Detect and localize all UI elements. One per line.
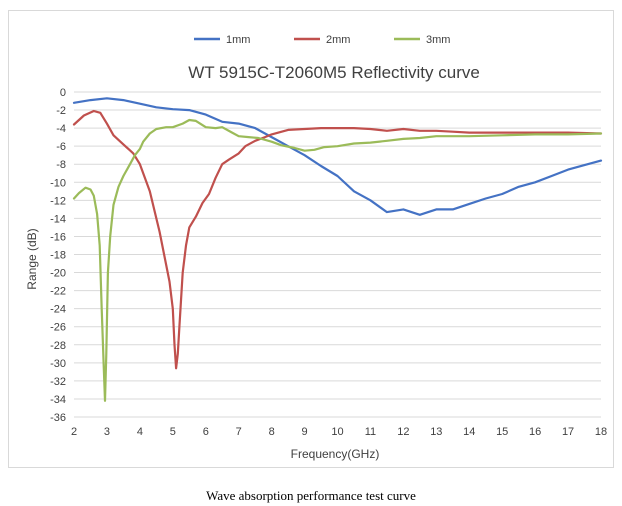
y-tick-label: -16 (50, 231, 66, 243)
x-tick-label: 14 (463, 426, 475, 438)
x-tick-label: 2 (71, 426, 77, 438)
y-axis-title: Range (dB) (25, 228, 39, 289)
y-tick-label: -22 (50, 286, 66, 298)
series-line-3mm (72, 118, 603, 402)
figure-caption: Wave absorption performance test curve (206, 488, 416, 503)
y-tick-label: -36 (50, 412, 66, 424)
x-tick-label: 9 (302, 426, 308, 438)
series-line-1mm (72, 97, 603, 216)
y-tick-labels: 0 -2 -4 -6 -8 -10 -12 -14 -16 -18 -20 -22 -24 -26 -28 -… (50, 87, 66, 424)
x-tick-label: 6 (203, 426, 209, 438)
x-tick-label: 5 (170, 426, 176, 438)
grid-lines (74, 91, 601, 418)
y-tick-label: -10 (50, 177, 66, 189)
y-tick-label: -2 (56, 105, 66, 117)
y-tick-label: -4 (56, 123, 66, 135)
x-tick-label: 17 (562, 426, 574, 438)
chart-frame: 1mm 2mm 3mm WT 5915C-T2060M5 Reflectivity … (8, 10, 614, 468)
legend-label-3mm: 3mm (426, 34, 450, 46)
y-tick-label: -6 (56, 141, 66, 153)
y-tick-label: -28 (50, 340, 66, 352)
x-tick-label: 8 (269, 426, 275, 438)
x-tick-label: 13 (430, 426, 442, 438)
y-tick-label: -14 (50, 213, 66, 225)
y-tick-label: -32 (50, 376, 66, 388)
chart-title: WT 5915C-T2060M5 Reflectivity curve (188, 63, 480, 82)
x-tick-label: 7 (236, 426, 242, 438)
series-line-2mm (72, 109, 603, 370)
y-tick-label: -34 (50, 394, 66, 406)
y-tick-label: -18 (50, 250, 66, 262)
x-tick-label: 11 (365, 426, 376, 438)
y-tick-label: -26 (50, 322, 66, 334)
x-tick-labels: 2 3 4 5 6 7 8 9 10 11 12 13 14 15 16 17 18 (71, 426, 607, 438)
y-tick-label: -12 (50, 195, 66, 207)
series-lines (72, 97, 603, 402)
reflectivity-chart: 1mm 2mm 3mm WT 5915C-T2060M5 Reflectivity … (25, 34, 607, 461)
x-tick-label: 18 (595, 426, 607, 438)
x-tick-label: 4 (137, 426, 143, 438)
x-tick-label: 12 (397, 426, 409, 438)
x-tick-label: 3 (104, 426, 110, 438)
legend-label-1mm: 1mm (226, 34, 250, 46)
x-tick-label: 10 (331, 426, 343, 438)
x-tick-label: 16 (529, 426, 541, 438)
y-tick-label: 0 (60, 87, 66, 99)
legend: 1mm 2mm 3mm (194, 34, 450, 46)
y-tick-label: -20 (50, 268, 66, 280)
y-tick-label: -30 (50, 358, 66, 370)
y-tick-label: -8 (56, 159, 66, 171)
x-axis-title: Frequency(GHz) (291, 447, 380, 461)
y-tick-label: -24 (50, 304, 66, 316)
legend-label-2mm: 2mm (326, 34, 350, 46)
x-tick-label: 15 (496, 426, 508, 438)
